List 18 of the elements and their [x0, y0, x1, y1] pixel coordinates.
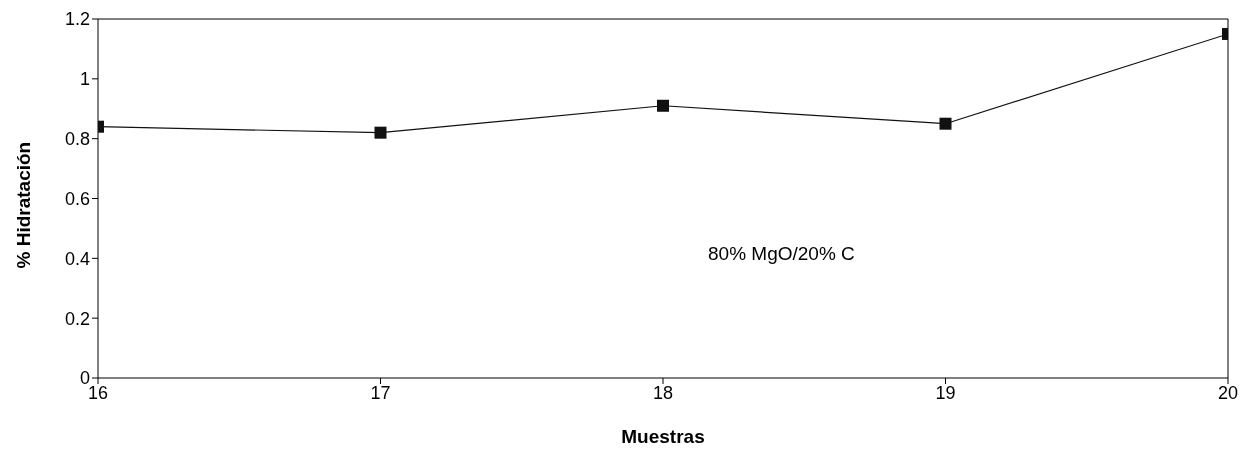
x-axis-title: Muestras — [621, 426, 705, 447]
y-tick-label: 1.2 — [64, 9, 90, 30]
y-tick-label: 0.6 — [64, 188, 90, 209]
x-tick-label: 16 — [87, 382, 109, 403]
annotation: 80% MgO/20% C — [708, 243, 855, 265]
x-tick-label: 20 — [1217, 382, 1239, 403]
y-tick-label: 1 — [79, 69, 90, 90]
x-tick-label: 17 — [370, 382, 391, 403]
y-tick-label: 0 — [79, 368, 90, 389]
x-tick-label: 19 — [935, 382, 956, 403]
point — [939, 117, 952, 130]
y-tick-label: 0.4 — [64, 248, 90, 269]
y-axis-title: % Hidratación — [12, 141, 34, 269]
y-tick-label: 0.2 — [64, 308, 90, 329]
x-tick-label: 18 — [652, 382, 674, 403]
point — [657, 99, 669, 112]
y-tick-label: 0.8 — [64, 129, 90, 150]
point — [374, 126, 387, 139]
